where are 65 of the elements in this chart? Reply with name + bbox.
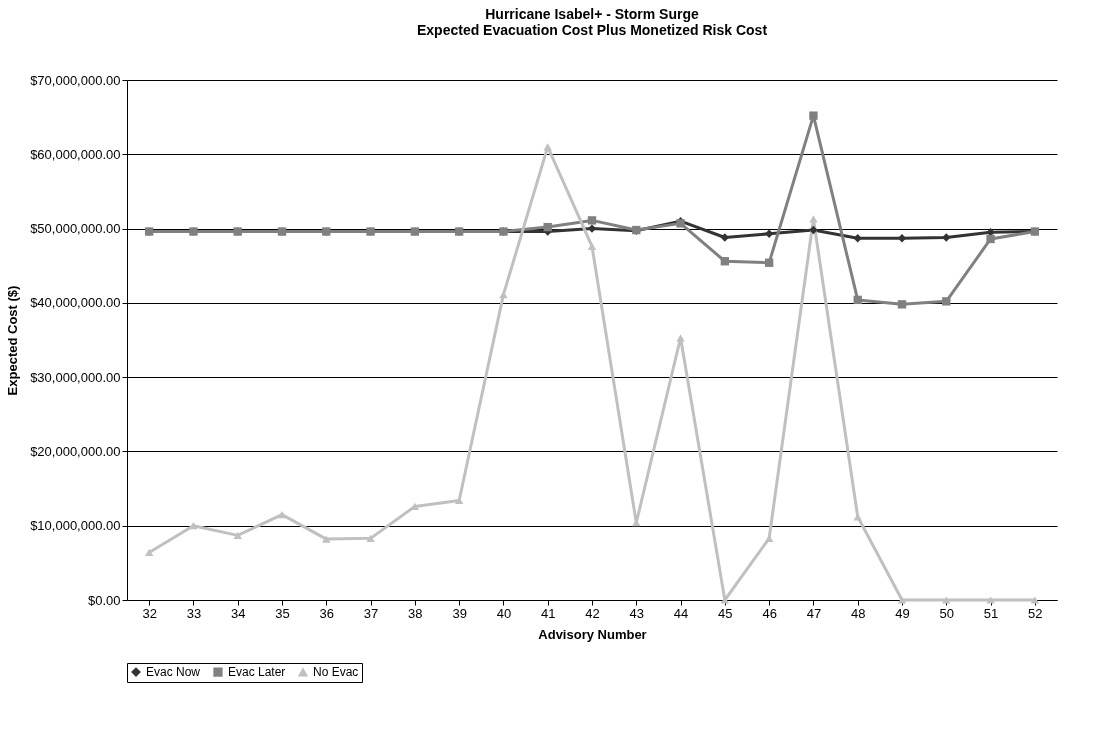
point [942, 596, 951, 604]
point [587, 224, 597, 233]
point [942, 297, 951, 306]
y-tick-label: $60,000,000.00 [30, 146, 121, 162]
x-tick-label: 45 [718, 605, 733, 621]
point [809, 215, 818, 223]
x-tick-label: 51 [983, 605, 999, 621]
point [720, 233, 730, 242]
point [322, 535, 331, 543]
point [720, 257, 730, 266]
point [587, 242, 597, 251]
x-tick-label: 43 [629, 605, 645, 621]
point [676, 334, 685, 342]
legend-label: Evac Later [228, 665, 286, 680]
point [587, 216, 597, 225]
x-tick-label: 37 [363, 605, 379, 621]
point [986, 596, 995, 604]
x-tick-label: 36 [319, 605, 335, 621]
point [809, 225, 818, 235]
point [986, 234, 995, 244]
x-tick-label: 46 [762, 605, 777, 621]
x-tick-label: 50 [939, 605, 955, 621]
point [499, 291, 508, 299]
point [897, 234, 907, 243]
x-tick-label: 33 [186, 605, 202, 621]
point [897, 300, 907, 309]
x-tick-label: 47 [806, 605, 822, 621]
point [277, 510, 287, 519]
y-axis-title: Expected Cost ($) [5, 285, 21, 396]
x-tick-label: 52 [1028, 605, 1043, 621]
legend-label: No Evac [313, 665, 359, 680]
point [543, 222, 552, 232]
x-tick-label: 35 [275, 605, 290, 621]
x-tick-label: 42 [585, 605, 600, 621]
y-tick-label: $50,000,000.00 [30, 221, 121, 237]
x-tick-label: 49 [895, 605, 910, 621]
point [233, 531, 242, 539]
point [1030, 596, 1040, 604]
point [942, 233, 951, 242]
y-tick-label: $20,000,000.00 [30, 443, 121, 459]
x-tick-label: 39 [452, 605, 467, 621]
point [853, 295, 862, 305]
y-tick-label: $0.00 [87, 592, 121, 608]
x-tick-label: 38 [408, 605, 423, 621]
x-tick-label: 48 [850, 605, 866, 621]
y-tick-label: $40,000,000.00 [30, 295, 121, 311]
y-tick-label: $10,000,000.00 [30, 518, 121, 534]
x-tick-label: 40 [496, 605, 512, 621]
x-tick-label: 41 [540, 605, 556, 621]
point [144, 548, 154, 557]
x-tick-label: 32 [142, 605, 157, 621]
x-axis-title: Advisory Number [538, 626, 647, 642]
point [897, 596, 907, 604]
point [764, 258, 774, 267]
point [189, 522, 198, 530]
point [366, 534, 375, 542]
point [853, 234, 862, 243]
y-tick-label: $70,000,000.00 [30, 72, 121, 88]
chart-subtitle: Expected Evacuation Cost Plus Monetized Risk Cost [416, 22, 768, 38]
legend-label: Evac Now [146, 665, 201, 680]
x-tick-label: 44 [673, 605, 689, 621]
point [809, 111, 818, 120]
x-tick-label: 34 [230, 605, 246, 621]
y-tick-label: $30,000,000.00 [30, 369, 121, 385]
chart-title: Hurricane Isabel+ - Storm Surge [485, 6, 699, 22]
